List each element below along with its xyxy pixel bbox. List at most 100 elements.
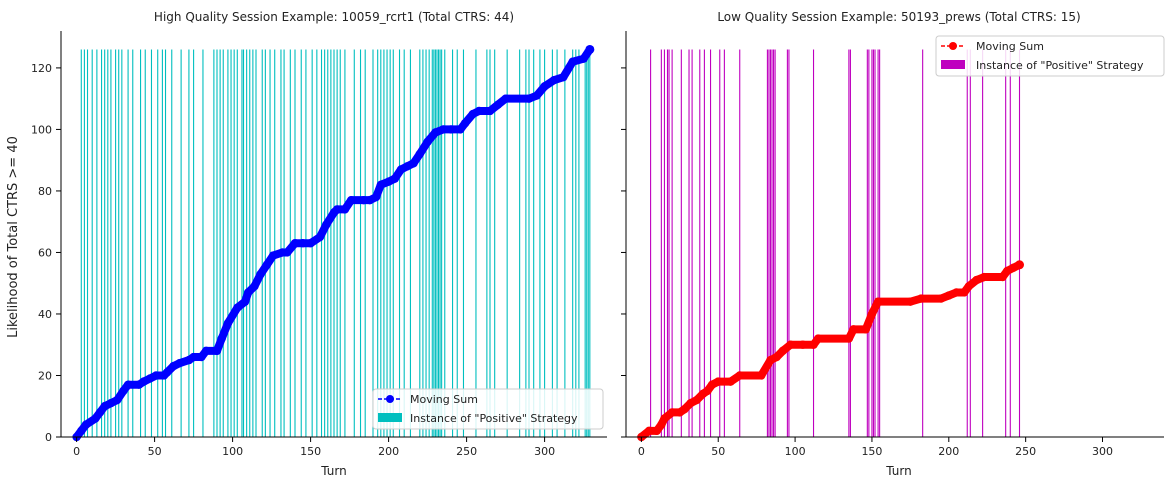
moving-sum-point-high-quality [240, 297, 250, 306]
moving-sum-point-high-quality [376, 180, 385, 189]
moving-sum-point-high-quality [217, 334, 226, 343]
moving-sum-point-low-quality [964, 282, 973, 291]
moving-sum-point-low-quality [972, 275, 981, 285]
moving-sum-point-high-quality [283, 248, 292, 257]
moving-sum-point-high-quality [189, 352, 198, 362]
legend-marker-swatch-high-quality [386, 395, 394, 403]
moving-sum-point-low-quality [979, 272, 989, 282]
x-tick-label-high-quality: 150 [300, 445, 321, 458]
moving-sum-point-low-quality [936, 294, 946, 303]
moving-sum-point-high-quality [290, 239, 300, 248]
legend-low-quality: Moving Sum Instance of "Positive" Strate… [935, 35, 1165, 77]
moving-sum-endpoint-low-quality [1015, 260, 1025, 270]
legend-bar-swatch-high-quality [378, 413, 402, 422]
moving-sum-point-low-quality [652, 426, 661, 436]
legend-label-moving-sum-low-quality: Moving Sum [976, 40, 1044, 53]
x-tick-label-low-quality: 50 [711, 445, 725, 458]
y-axis-high-quality: 0 20 40 60 80 100 120 [31, 62, 61, 444]
moving-sum-point-high-quality [169, 362, 178, 371]
moving-sum-point-high-quality [524, 94, 534, 103]
panel-low-quality: Low Quality Session Example: 50193_prews… [621, 10, 1165, 478]
moving-sum-point-low-quality [644, 426, 654, 436]
moving-sum-point-high-quality [119, 386, 128, 396]
moving-sum-high-quality [72, 44, 595, 442]
moving-sum-point-high-quality [446, 125, 456, 134]
moving-sum-point-high-quality [559, 72, 568, 82]
x-tick-label-low-quality: 0 [638, 445, 645, 458]
x-tick-label-high-quality: 250 [456, 445, 477, 458]
moving-sum-point-low-quality [667, 408, 677, 417]
moving-sum-point-high-quality [262, 260, 272, 269]
chart-title-low-quality: Low Quality Session Example: 50193_prews… [717, 10, 1080, 24]
moving-sum-point-high-quality [390, 174, 400, 183]
moving-sum-point-low-quality [959, 288, 969, 297]
legend-bar-swatch-low-quality [941, 60, 965, 69]
moving-sum-point-high-quality [423, 137, 432, 146]
moving-sum-point-high-quality [568, 57, 577, 66]
moving-sum-point-low-quality [944, 291, 953, 300]
moving-sum-point-high-quality [268, 251, 278, 260]
moving-sum-point-high-quality [456, 125, 465, 134]
moving-sum-point-low-quality [786, 340, 795, 349]
moving-sum-point-low-quality [692, 395, 701, 405]
moving-sum-point-high-quality [365, 195, 375, 205]
moving-sum-point-high-quality [474, 106, 484, 116]
moving-sum-point-high-quality [439, 125, 448, 134]
chart-title-high-quality: High Quality Session Example: 10059_rcrt… [154, 10, 514, 24]
moving-sum-point-high-quality [315, 232, 325, 242]
moving-sum-point-high-quality [468, 109, 478, 119]
moving-sum-point-low-quality [757, 371, 766, 380]
y-tick-label-high-quality: 40 [38, 308, 52, 321]
moving-sum-endpoint-high-quality [585, 44, 595, 54]
moving-sum-point-high-quality [175, 358, 184, 368]
moving-sum-point-low-quality [952, 288, 961, 297]
x-tick-label-high-quality: 50 [148, 445, 162, 458]
moving-sum-point-high-quality [403, 162, 412, 171]
moving-sum-point-high-quality [212, 346, 222, 356]
moving-sum-point-low-quality [849, 325, 858, 334]
moving-sum-point-high-quality [201, 346, 211, 356]
x-tick-label-low-quality: 250 [1015, 445, 1036, 458]
x-axis-high-quality: 0 50 100 150 200 250 300 [73, 437, 555, 458]
legend-high-quality: Moving Sum Instance of "Positive" Strate… [372, 388, 604, 430]
x-axis-label-low-quality: Turn [885, 464, 911, 478]
moving-sum-point-high-quality [332, 205, 342, 214]
y-tick-label-high-quality: 20 [38, 369, 52, 382]
axes-frame-high-quality [60, 31, 607, 438]
panel-high-quality: High Quality Session Example: 10059_rcrt… [31, 10, 607, 478]
moving-sum-point-high-quality [81, 420, 91, 429]
y-tick-label-high-quality: 120 [31, 62, 52, 75]
legend-box-high-quality [372, 388, 604, 430]
strategy-bars-high-quality [80, 49, 591, 437]
moving-sum-point-low-quality [813, 334, 823, 343]
moving-sum-point-low-quality [867, 309, 877, 319]
moving-sum-point-low-quality [660, 414, 669, 423]
moving-sum-point-high-quality [106, 398, 116, 408]
moving-sum-point-high-quality [77, 426, 86, 436]
moving-sum-point-high-quality [532, 91, 541, 100]
legend-label-strategy-high-quality: Instance of "Positive" Strategy [410, 412, 578, 425]
moving-sum-point-low-quality [703, 386, 712, 396]
moving-sum-point-high-quality [501, 94, 510, 103]
moving-sum-point-high-quality [396, 165, 406, 174]
moving-sum-point-high-quality [306, 239, 315, 248]
moving-sum-point-high-quality [415, 149, 424, 159]
x-tick-label-high-quality: 300 [534, 445, 555, 458]
moving-sum-point-low-quality [873, 297, 883, 306]
moving-sum-point-high-quality [145, 374, 155, 383]
moving-sum-point-high-quality [244, 288, 253, 297]
moving-sum-point-high-quality [579, 54, 588, 63]
moving-sum-point-high-quality [123, 380, 133, 389]
moving-sum-point-high-quality [298, 239, 307, 248]
moving-sum-point-high-quality [460, 119, 470, 128]
moving-sum-point-low-quality [916, 294, 926, 303]
moving-sum-point-low-quality [998, 272, 1007, 282]
x-tick-label-low-quality: 150 [861, 445, 882, 458]
y-tick-label-high-quality: 100 [31, 123, 52, 136]
moving-sum-point-high-quality [340, 205, 350, 214]
legend-label-strategy-low-quality: Instance of "Positive" Strategy [976, 59, 1144, 72]
moving-sum-point-high-quality [100, 402, 109, 411]
moving-sum-point-high-quality [431, 128, 440, 137]
x-tick-label-high-quality: 0 [73, 445, 80, 458]
moving-sum-point-high-quality [197, 352, 206, 362]
